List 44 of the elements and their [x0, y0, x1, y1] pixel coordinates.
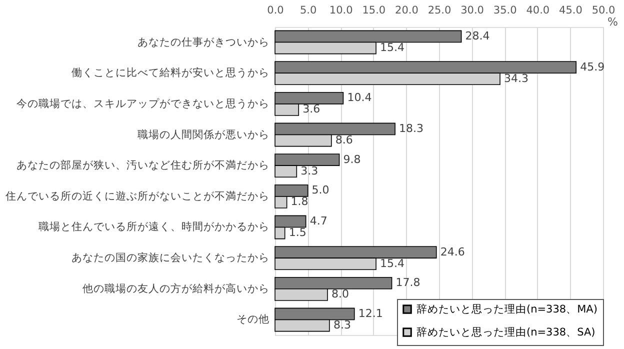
- data-label: 15.4: [380, 256, 405, 270]
- data-label: 8.0: [331, 288, 349, 301]
- x-tick-label: 10.0: [329, 4, 353, 16]
- y-tick-label: 職場と住んでいる所が遠く、時間がかかるから: [38, 220, 270, 234]
- data-label: 17.8: [396, 276, 420, 290]
- y-tick-label: 他の職場の友人の方が給料が高いから: [82, 282, 270, 295]
- data-label: 34.3: [504, 72, 529, 85]
- x-tick-label: 50.0: [592, 4, 616, 16]
- x-tick-label: 35.0: [493, 4, 517, 16]
- y-tick-label: 住んでいる所の近くに遊ぶ所がないことが不満だから: [6, 189, 270, 202]
- legend-label: 辞めたいと思った理由(n=338、MA): [416, 302, 598, 316]
- x-tick-label: 15.0: [362, 4, 386, 16]
- data-label: 15.4: [380, 41, 405, 54]
- x-tick-label: 30.0: [460, 4, 484, 16]
- x-tick-label: 45.0: [559, 4, 582, 16]
- data-label: 18.3: [399, 122, 424, 135]
- x-tick-label: 5.0: [300, 4, 317, 16]
- data-label: 8.3: [333, 318, 351, 332]
- legend-label: 辞めたいと思った理由(n=338、SA): [416, 325, 596, 338]
- data-label: 24.6: [440, 245, 465, 258]
- x-tick-label: 20.0: [395, 4, 418, 16]
- data-label: 3.3: [300, 164, 318, 178]
- data-label: 5.0: [312, 184, 330, 197]
- y-tick-label: あなたの仕事がきついから: [138, 35, 270, 48]
- y-tick-label: あなたの国の家族に会いたくなったから: [72, 251, 270, 264]
- y-tick-label: 今の職場では、スキルアップができないと思うから: [16, 96, 270, 110]
- data-label: 3.6: [302, 102, 320, 116]
- data-label: 4.7: [310, 214, 328, 228]
- data-label: 10.4: [347, 91, 372, 104]
- data-label: 1.5: [288, 226, 306, 240]
- data-label: 1.8: [290, 195, 308, 208]
- y-tick-label: 働くことに比べて給料が安いと思うから: [72, 66, 270, 80]
- x-tick-label: 40.0: [526, 4, 550, 16]
- y-tick-label: 職場の人間関係が悪いから: [138, 128, 270, 141]
- y-tick-label: あなたの部屋が狭い、汚いなど住む所が不満だから: [16, 158, 270, 172]
- data-label: 9.8: [343, 152, 361, 166]
- data-label: 45.9: [580, 60, 605, 74]
- data-label: 28.4: [465, 29, 490, 42]
- x-tick-label: 0.0: [267, 4, 284, 16]
- y-tick-label: その他: [236, 314, 270, 326]
- data-label: 12.1: [358, 306, 383, 320]
- data-label: 8.6: [335, 134, 353, 147]
- x-tick-label: 25.0: [428, 4, 452, 16]
- x-axis-title: %: [608, 16, 618, 28]
